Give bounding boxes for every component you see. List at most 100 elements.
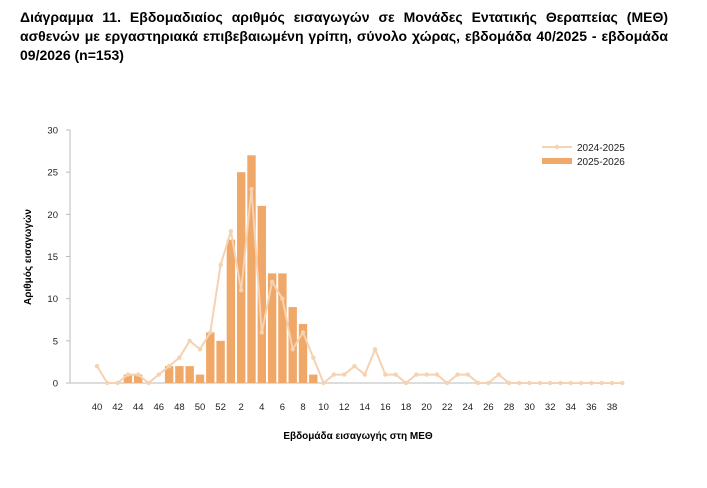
line-point [166, 363, 172, 369]
line-point [280, 296, 285, 301]
line-point [239, 288, 244, 293]
x-tick-label: 2 [239, 402, 244, 413]
bar [237, 172, 246, 383]
y-tick-label: 25 [47, 168, 58, 179]
x-tick-label: 10 [318, 402, 329, 413]
line-point [414, 372, 419, 377]
line-point [548, 380, 553, 386]
x-tick-label: 48 [174, 402, 185, 413]
x-tick-label: 38 [607, 402, 618, 413]
line-point [372, 347, 378, 352]
bar [247, 155, 256, 383]
x-tick-label: 6 [280, 402, 285, 413]
bar [134, 374, 143, 383]
bar [195, 374, 205, 383]
line-point [105, 380, 110, 386]
line-point [94, 363, 100, 369]
y-tick-label: 10 [47, 294, 58, 305]
line-point [620, 380, 625, 386]
x-tick-label: 44 [133, 402, 144, 413]
line-point [115, 380, 120, 386]
x-tick-label: 28 [504, 402, 515, 413]
x-tick-label: 12 [339, 402, 350, 413]
x-tick-label: 4 [259, 402, 264, 413]
y-axis: 0 5 10 15 20 25 30 [47, 126, 71, 390]
x-tick-label: 22 [442, 402, 453, 413]
line-point [177, 355, 182, 360]
line-point [475, 380, 481, 386]
bar [206, 332, 215, 383]
line-point [197, 347, 203, 352]
line-point [136, 372, 141, 377]
line-point [208, 330, 213, 335]
legend: 2024-2025 2025-2026 [542, 143, 625, 168]
x-tick-label: 50 [195, 402, 206, 413]
line-point [486, 380, 491, 386]
x-tick-label: 36 [586, 402, 597, 413]
line-point [506, 380, 512, 386]
x-tick-label: 30 [524, 402, 535, 413]
line-point [259, 330, 264, 335]
line-point [465, 372, 470, 377]
x-tick-label: 52 [215, 402, 226, 413]
line-point [187, 338, 192, 344]
x-tick-label: 34 [566, 402, 577, 413]
x-tick-label: 20 [421, 402, 432, 413]
legend-bar-swatch [542, 158, 572, 164]
line-point [331, 372, 337, 377]
bar [278, 273, 287, 383]
line-point [424, 372, 429, 377]
line-point [300, 330, 306, 335]
bar [175, 366, 184, 383]
line-point [434, 372, 440, 377]
line-point [146, 380, 151, 386]
line-point [290, 347, 295, 352]
line-point [537, 380, 543, 386]
bar [226, 239, 236, 383]
y-tick-label: 30 [47, 126, 58, 137]
x-tick-label: 32 [545, 402, 556, 413]
legend-line-marker [554, 144, 560, 150]
line-point [125, 372, 131, 377]
bar [257, 205, 266, 383]
bar [309, 374, 318, 383]
bar [123, 374, 133, 383]
x-axis: 40 42 44 46 48 50 52 2 4 6 8 10 12 14 16 18 20 22 24 26 28 30… [70, 382, 622, 413]
y-axis-title: Αριθμός εισαγωγών [23, 209, 34, 305]
y-tick-label: 0 [53, 379, 58, 390]
x-tick-label: 14 [360, 402, 371, 413]
x-tick-label: 42 [112, 402, 123, 413]
y-tick-label: 15 [47, 252, 58, 263]
bar [216, 340, 225, 383]
x-tick-label: 40 [92, 402, 103, 413]
line-point [589, 380, 594, 386]
x-tick-label: 8 [300, 402, 305, 413]
x-tick-label: 24 [463, 402, 474, 413]
bar [298, 323, 308, 383]
series-line [96, 188, 623, 384]
x-tick-label: 46 [154, 402, 165, 413]
x-tick-label: 26 [483, 402, 494, 413]
line-point [352, 363, 357, 369]
line-point [321, 380, 326, 386]
line-point [445, 380, 450, 386]
line-point [455, 372, 460, 377]
line-point [527, 380, 532, 386]
line-point [311, 355, 316, 360]
line-point [383, 372, 388, 377]
legend-label-2025-2026: 2025-2026 [577, 157, 625, 168]
x-axis-title: Εβδομάδα εισαγωγής στη ΜΕΘ [283, 431, 433, 442]
bar [164, 366, 174, 383]
legend-item-2024-2025: 2024-2025 [542, 143, 625, 154]
line-point [342, 372, 347, 377]
line-point [156, 372, 161, 377]
y-tick-label: 20 [47, 210, 58, 221]
line-point [362, 372, 367, 377]
legend-label-2024-2025: 2024-2025 [577, 143, 625, 154]
line-point [403, 380, 409, 386]
line-point [609, 380, 615, 386]
line-point [393, 372, 398, 377]
legend-item-2025-2026: 2025-2026 [542, 157, 625, 168]
bar [267, 273, 277, 383]
line-point [517, 380, 522, 386]
